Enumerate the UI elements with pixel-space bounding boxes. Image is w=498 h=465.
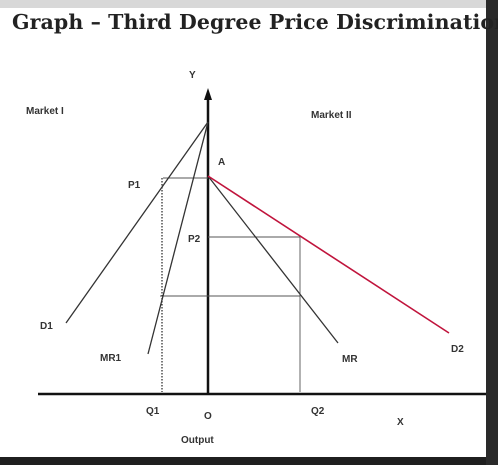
d2-label: D2 xyxy=(451,344,464,355)
d1-label: D1 xyxy=(40,321,53,332)
top-strip xyxy=(0,0,498,8)
mr-label: MR xyxy=(342,354,358,365)
x-axis-caption: Output xyxy=(181,435,214,446)
mr-curve xyxy=(207,175,339,344)
p2-label: P2 xyxy=(188,234,201,245)
p1-label: P1 xyxy=(128,180,141,191)
figure-title: Graph – Third Degree Price Discriminatio… xyxy=(12,10,498,34)
point-a-label: A xyxy=(218,157,225,168)
axis-x-label: X xyxy=(397,417,404,428)
figure-panel xyxy=(0,8,486,457)
origin-label: O xyxy=(204,411,212,422)
mr1-curve xyxy=(147,121,209,355)
q1-label: Q1 xyxy=(146,406,160,417)
axis-y-label: Y xyxy=(189,70,196,81)
y-axis-arrow xyxy=(204,88,212,100)
d2-curve xyxy=(207,175,450,334)
market-left-label: Market I xyxy=(26,106,64,117)
d1-curve xyxy=(65,121,209,324)
right-edge xyxy=(486,0,498,465)
mr1-label: MR1 xyxy=(100,353,122,364)
market-right-label: Market II xyxy=(311,110,352,121)
q2-label: Q2 xyxy=(311,406,325,417)
